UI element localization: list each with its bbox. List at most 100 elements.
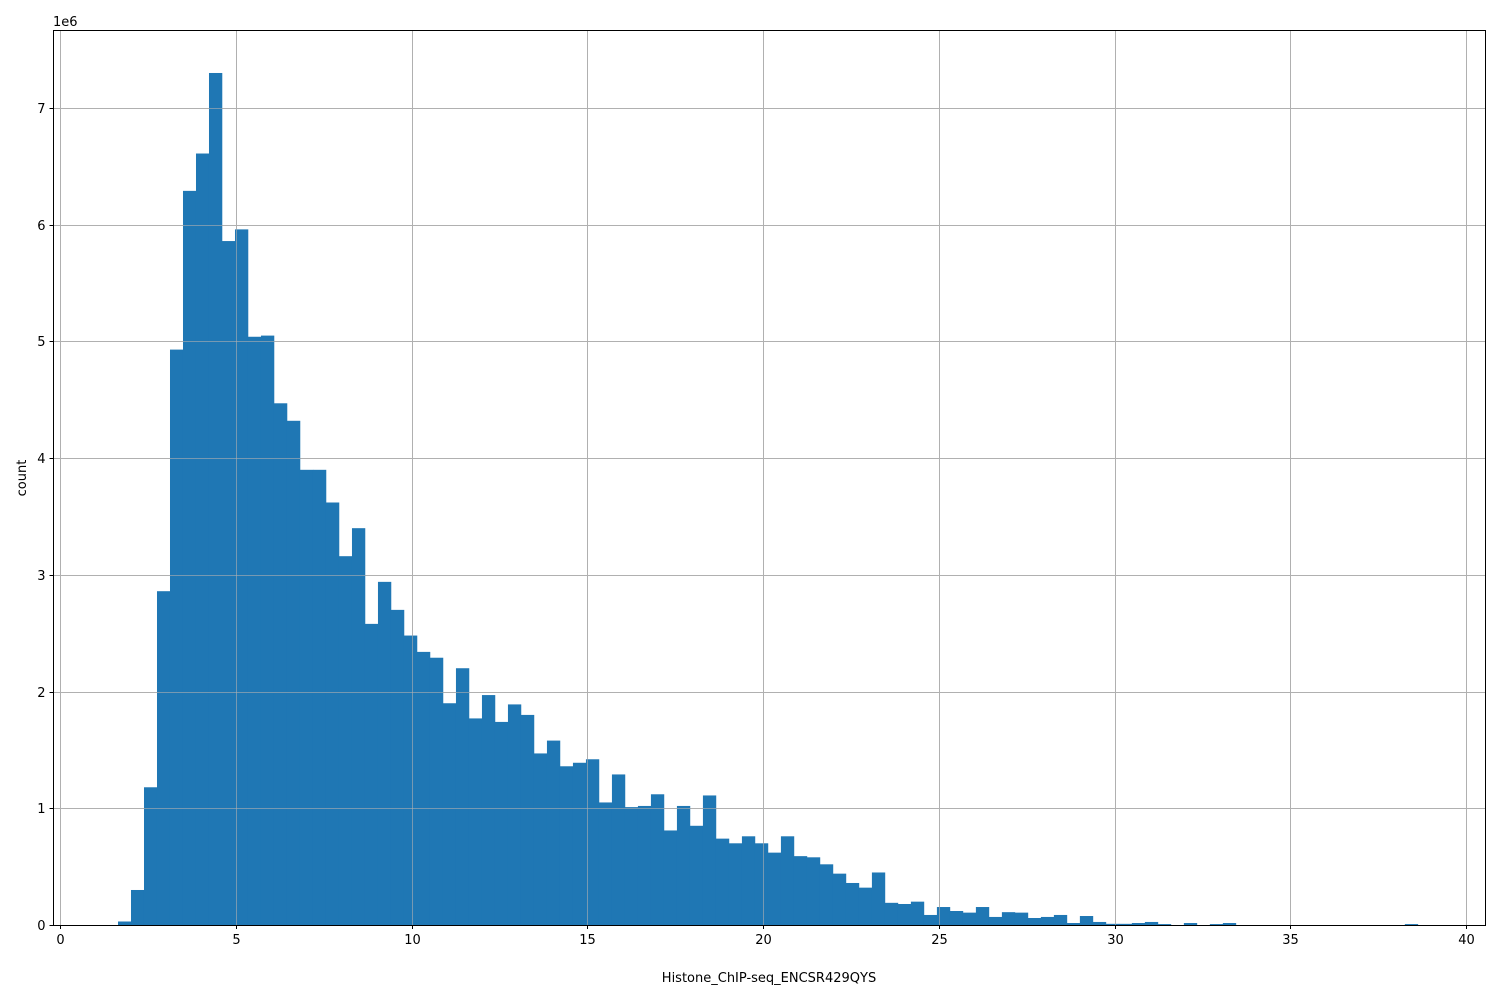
histogram-bar (780, 836, 795, 925)
histogram-bar (1118, 923, 1133, 925)
histogram-bar (1092, 921, 1107, 925)
x-tick-label: 5 (232, 933, 240, 948)
y-tick-label: 0 (37, 919, 45, 934)
histogram-bar (429, 657, 444, 925)
histogram-bar (169, 349, 184, 925)
histogram-bar (624, 807, 639, 925)
x-tick-label: 20 (755, 933, 772, 948)
histogram-bar (1131, 923, 1146, 925)
histogram-bar (273, 403, 288, 926)
histogram-bar (897, 903, 912, 925)
y-tick-label: 1 (37, 802, 45, 817)
histogram-bar (676, 805, 691, 925)
histogram-bar (572, 762, 587, 925)
y-tick-label: 7 (37, 102, 45, 117)
histogram-bar (611, 774, 626, 925)
histogram-bar (1040, 916, 1055, 925)
histogram-bar (390, 609, 405, 925)
y-axis-ticks: 0 1 2 3 4 5 6 7 (37, 102, 54, 934)
histogram-bar (130, 889, 145, 925)
histogram-bar (1105, 923, 1120, 925)
histogram-bar (182, 190, 197, 926)
histogram-bar (455, 668, 470, 925)
histogram-bar (754, 843, 769, 925)
histogram-bar (923, 914, 938, 925)
histogram-bar (260, 335, 275, 925)
histogram-bar (715, 838, 730, 925)
histogram-bar (910, 901, 925, 925)
histogram-bar (208, 72, 223, 925)
histogram-bar (234, 229, 249, 925)
x-axis-label: Histone_ChIP-seq_ENCSR429QYS (662, 971, 876, 986)
histogram-bar (1222, 923, 1237, 925)
histogram-bar (871, 872, 886, 925)
histogram-bar (1209, 924, 1224, 925)
histogram-bar (702, 795, 717, 925)
histogram-bar (299, 469, 314, 925)
histogram-bar (1079, 916, 1094, 925)
histogram-bar (1066, 923, 1081, 925)
y-tick-label: 5 (37, 335, 45, 350)
histogram-bar (533, 753, 548, 925)
x-tick-label: 0 (56, 933, 64, 948)
histogram-bar (546, 740, 561, 925)
histogram-bar (741, 836, 756, 925)
y-axis-label: count (15, 460, 30, 497)
x-tick-label: 35 (1282, 933, 1299, 948)
histogram-bar (949, 910, 964, 925)
histogram-bar (247, 336, 262, 925)
histogram-bar (1404, 924, 1419, 925)
histogram-bar (468, 718, 483, 925)
histogram-bar (481, 695, 496, 925)
y-offset-label: 1e6 (53, 15, 78, 30)
y-tick-label: 6 (37, 219, 45, 234)
histogram-bar (1183, 923, 1198, 925)
histogram-bar (1144, 921, 1159, 925)
x-tick-label: 15 (579, 933, 596, 948)
histogram-bar (1014, 912, 1029, 925)
y-tick-label: 3 (37, 569, 45, 584)
histogram-bar (221, 241, 236, 925)
histogram-bar (156, 591, 171, 925)
y-tick-label: 2 (37, 686, 45, 701)
x-axis-ticks: 0 5 10 15 20 25 30 35 40 (56, 925, 1475, 948)
histogram-bar (117, 921, 132, 925)
histogram-bar (975, 907, 990, 925)
histogram-bar (1053, 914, 1068, 925)
x-tick-label: 10 (404, 933, 421, 948)
grid-lines-over-bars (53, 30, 1486, 926)
histogram-bar (1027, 917, 1042, 925)
histogram-bar (325, 502, 340, 925)
histogram-bar (351, 528, 366, 925)
histogram-bar (1001, 912, 1016, 925)
histogram-bar (650, 794, 665, 925)
histogram-bar (143, 787, 158, 925)
histogram-bar (520, 714, 535, 925)
histogram-bar (845, 882, 860, 925)
histogram-bar (793, 856, 808, 925)
histogram-bar (728, 843, 743, 925)
histogram-bar (312, 469, 327, 925)
histogram-bar (598, 802, 613, 925)
histogram-bars (117, 72, 1419, 926)
histogram-bar (286, 420, 301, 925)
plot-frame (53, 30, 1486, 926)
histogram-bar (403, 635, 418, 925)
histogram-bar (806, 857, 821, 925)
histogram-bar (338, 556, 353, 925)
histogram-bar (442, 703, 457, 925)
histogram-bar (559, 766, 574, 925)
x-tick-label: 30 (1107, 933, 1124, 948)
histogram-bar (936, 907, 951, 925)
histogram-bar (507, 704, 522, 925)
histogram-bar (416, 651, 431, 925)
histogram-bar (858, 887, 873, 925)
histogram-bar (494, 721, 509, 925)
histogram-bar (585, 759, 600, 925)
histogram-bar (988, 916, 1003, 925)
histogram-bar (637, 805, 652, 925)
histogram-bar (195, 153, 210, 926)
histogram-bar (884, 902, 899, 925)
histogram-bar (832, 873, 847, 925)
